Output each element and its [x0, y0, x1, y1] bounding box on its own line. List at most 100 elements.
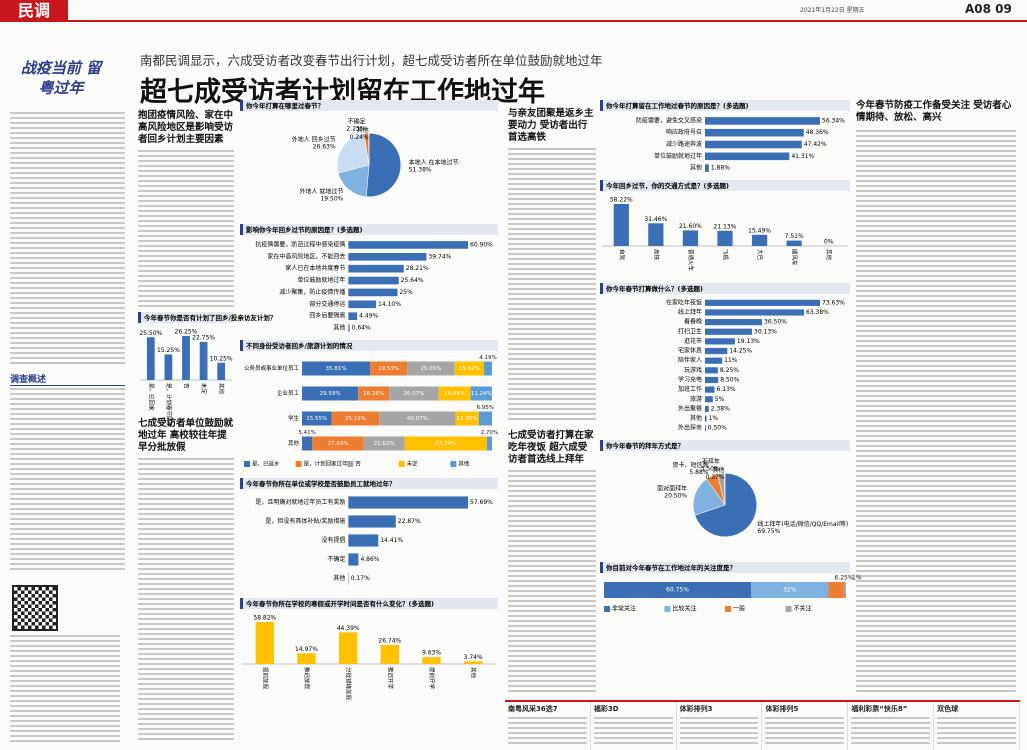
pie-slice	[692, 478, 726, 516]
chart-title-mark	[600, 562, 603, 573]
chart-title-bar	[240, 478, 498, 489]
overview-heading: 调查概述	[10, 372, 125, 386]
bar	[348, 312, 358, 320]
bar	[348, 264, 404, 273]
category-label: 提前放假	[261, 667, 269, 690]
chart-title: 今年春节你是否有计划了回乡/投亲访友计划？	[144, 313, 276, 322]
category-label: 其他	[333, 574, 345, 582]
section-heading: 七成受访者打算在家吃年夜饭 超六成受访者首选线上拜年	[508, 430, 594, 465]
value-label: 57.69%	[470, 499, 493, 506]
bar	[146, 337, 155, 380]
category-label: 宅家休息	[678, 347, 702, 355]
bar-segment	[470, 386, 492, 401]
value-label: 27.03%	[327, 441, 348, 447]
lottery-results	[508, 717, 587, 747]
category-label: 玩游戏	[684, 366, 702, 374]
value-label: 19.53%	[378, 366, 399, 372]
category-label: 家人已在本地共度春节	[285, 264, 345, 272]
category-label: 顺风车	[791, 249, 799, 266]
bar	[705, 415, 707, 422]
lottery-box: 福利彩票“快乐8”	[848, 702, 935, 750]
value-label: 21.62%	[374, 441, 395, 447]
title: 超七成受访者计划留在工作地过年	[140, 77, 545, 108]
value-label: 0.64%	[352, 325, 371, 332]
category-label: 其他	[333, 324, 345, 332]
lottery-title: 双色球	[937, 705, 959, 713]
chart-title-mark	[600, 100, 603, 111]
value-label: 15.42%	[459, 366, 480, 372]
lottery-title: 体彩排列5	[765, 705, 799, 713]
bar-segment	[604, 582, 752, 598]
chart-title-bar	[600, 180, 850, 191]
bar-segment	[358, 386, 390, 401]
chart-title: 不同身份受访者回乡/旅游计划的情况	[246, 341, 353, 350]
lottery-title: 南粤风采36选7	[508, 705, 558, 713]
value-label: 14.97%	[295, 646, 318, 653]
chart-title-mark	[240, 340, 243, 351]
value-label: 25%	[399, 289, 413, 296]
value-label: 29.59%	[320, 391, 341, 397]
category-label: 在家吃年夜饭	[666, 298, 702, 306]
body-text	[508, 470, 596, 695]
value-label: 21.60%	[679, 223, 702, 230]
bar	[348, 496, 468, 509]
value-label: 30.13%	[754, 328, 777, 335]
bar	[348, 515, 396, 528]
body-text	[138, 458, 234, 743]
body-text	[10, 388, 125, 573]
category-label: 陪伴家人	[678, 356, 702, 364]
value-label: 9.63%	[422, 650, 441, 657]
category-label: 抗疫情需要，防范过程中感染疫情	[255, 240, 345, 248]
category-label: 贺卡、短信等	[672, 461, 708, 469]
qr-code	[12, 585, 58, 631]
value-label: 26.74%	[378, 637, 401, 644]
category-label: 回乡后要隔离	[309, 312, 345, 320]
value-label: 26.07%	[403, 391, 424, 397]
date: 2021年1月22日 星期五	[800, 7, 865, 14]
section-heading: 今年春节防疫工作备受关注 受访者心情期待、放松、高兴	[856, 100, 1012, 123]
section-heading: 与亲友团聚是返乡主要动力 受访者出行首选高铁	[508, 108, 594, 143]
category-label: 响应政府号召	[666, 128, 702, 136]
chart-title-mark	[600, 283, 603, 294]
value-label: 40.07%	[407, 416, 428, 422]
bar	[682, 230, 699, 246]
chart-title-bar	[240, 224, 498, 235]
value-label: 14.41%	[380, 537, 403, 544]
category-label: 其他	[357, 126, 369, 134]
bar	[613, 204, 629, 246]
lottery-box: 双色球	[934, 702, 1020, 750]
pie-slice	[336, 133, 370, 174]
category-label: 其他	[713, 466, 725, 474]
legend-swatch	[604, 606, 610, 612]
bar	[705, 164, 709, 172]
value-label: 36.50%	[764, 319, 787, 326]
chart-title: 你今年春节的拜年方式是？	[605, 441, 684, 450]
bar	[422, 657, 441, 664]
bar	[705, 357, 723, 364]
category-label: 不确定	[348, 117, 366, 125]
value-label: 60.75%	[666, 587, 689, 594]
chart-title: 今年回乡过节，你的交通方式是？(多选题)	[606, 181, 729, 190]
value-label: 22.75%	[192, 334, 215, 341]
value-label: 6.95%	[477, 405, 494, 411]
pie-slice	[337, 164, 370, 197]
bar	[705, 128, 804, 137]
value-label: 8.25%	[720, 367, 739, 374]
legend-label: 是，计划回家过年	[304, 460, 349, 468]
value-label: 56.34%	[822, 117, 845, 124]
value-label: 4.86%	[360, 556, 379, 563]
chart-title-mark	[600, 440, 603, 451]
category-label: 大巴	[756, 249, 764, 261]
value-label: 15.55%	[306, 416, 327, 422]
value-label: 20.50%	[664, 493, 687, 500]
category-label: 不拜年	[702, 458, 720, 466]
pie-slice	[363, 132, 370, 166]
legend-label: 否	[355, 461, 361, 468]
chart-title-mark	[240, 224, 243, 235]
category-label: 其他	[690, 414, 702, 422]
value-label: 5.41%	[298, 430, 315, 436]
category-label: 线上拜年	[678, 308, 702, 316]
bar-segment	[302, 386, 359, 401]
value-label: 2.25%	[347, 125, 366, 132]
